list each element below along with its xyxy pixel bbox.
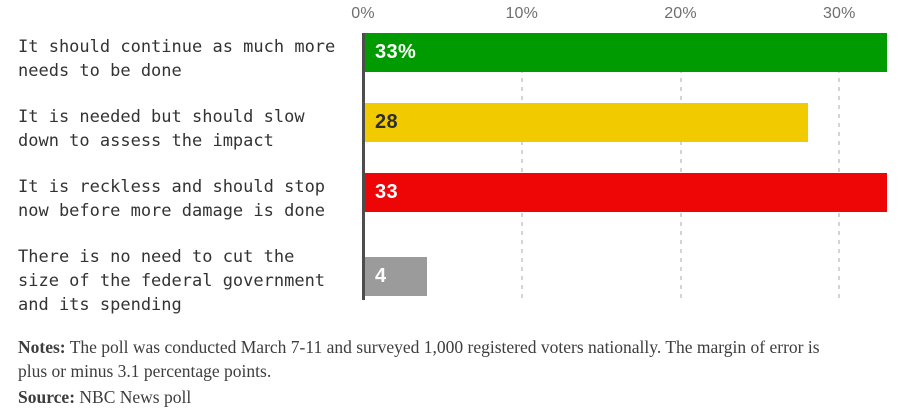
bar: 28 <box>363 103 808 142</box>
source-label: Source: <box>18 387 76 407</box>
plot-gridlines <box>363 33 898 300</box>
bar: 4 <box>363 257 427 296</box>
gridline <box>838 33 841 300</box>
y-axis-line <box>362 33 365 300</box>
bar-chart: 0% 10% 20% 30% It should continue as muc… <box>0 0 898 323</box>
bar-area: 28 <box>363 103 898 142</box>
bar-row: There is no need to cut the size of the … <box>0 243 898 323</box>
source: Source: NBC News poll <box>18 385 848 409</box>
x-axis-tick-label: 0% <box>351 5 375 22</box>
category-label: It is needed but should slow down to ass… <box>18 107 305 151</box>
bar: 33 <box>363 173 887 212</box>
x-axis-tick-label: 20% <box>664 5 697 22</box>
bar-value-label: 33 <box>375 181 399 203</box>
gridline <box>520 33 523 300</box>
gridline <box>679 33 682 300</box>
chart-footer: Notes: The poll was conducted March 7-11… <box>18 335 848 409</box>
bar-area: 33% <box>363 33 898 72</box>
notes: Notes: The poll was conducted March 7-11… <box>18 335 848 383</box>
bar-value-label: 4 <box>375 265 387 287</box>
category-label: It should continue as much more needs to… <box>18 37 336 81</box>
bar-area: 33 <box>363 173 898 212</box>
bar-row: It should continue as much more needs to… <box>0 33 898 103</box>
bar-row: It is needed but should slow down to ass… <box>0 103 898 173</box>
notes-text: The poll was conducted March 7-11 and su… <box>18 337 820 381</box>
x-axis: 0% 10% 20% 30% <box>351 0 898 33</box>
bar-row: It is reckless and should stop now befor… <box>0 173 898 243</box>
source-text: NBC News poll <box>79 387 192 407</box>
bar-area: 4 <box>363 243 898 296</box>
category-label: There is no need to cut the size of the … <box>18 247 326 315</box>
bar-value-label: 33% <box>375 41 417 63</box>
category-label: It is reckless and should stop now befor… <box>18 177 326 221</box>
notes-label: Notes: <box>18 337 66 357</box>
bar-rows: It should continue as much more needs to… <box>0 33 898 323</box>
x-axis-tick-label: 30% <box>822 5 856 22</box>
x-axis-tick-label: 10% <box>505 5 539 22</box>
bar-value-label: 28 <box>375 111 399 133</box>
bar: 33% <box>363 33 887 72</box>
